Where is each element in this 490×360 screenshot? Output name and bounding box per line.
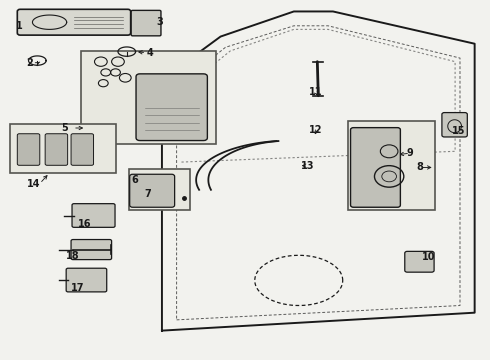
Text: 8: 8 <box>416 162 423 172</box>
Text: 6: 6 <box>132 175 139 185</box>
Text: 14: 14 <box>27 179 41 189</box>
FancyBboxPatch shape <box>17 9 131 35</box>
FancyBboxPatch shape <box>405 251 434 272</box>
Text: 2: 2 <box>26 58 33 68</box>
FancyBboxPatch shape <box>347 121 435 211</box>
FancyBboxPatch shape <box>71 134 94 165</box>
FancyBboxPatch shape <box>129 169 190 211</box>
FancyBboxPatch shape <box>131 10 161 36</box>
Text: 3: 3 <box>156 17 163 27</box>
FancyBboxPatch shape <box>442 113 467 137</box>
Text: 5: 5 <box>61 123 68 133</box>
Text: 7: 7 <box>144 189 150 199</box>
Text: 15: 15 <box>452 126 466 135</box>
FancyBboxPatch shape <box>45 134 68 165</box>
Text: 9: 9 <box>407 148 414 158</box>
FancyBboxPatch shape <box>17 134 40 165</box>
Text: 10: 10 <box>421 252 435 262</box>
Text: 4: 4 <box>147 48 153 58</box>
FancyBboxPatch shape <box>72 204 115 227</box>
Text: 11: 11 <box>309 87 322 97</box>
FancyBboxPatch shape <box>10 125 116 173</box>
FancyBboxPatch shape <box>130 174 174 207</box>
FancyBboxPatch shape <box>81 51 216 144</box>
Text: 12: 12 <box>309 125 322 135</box>
Text: 16: 16 <box>78 219 92 229</box>
FancyBboxPatch shape <box>136 74 207 140</box>
FancyBboxPatch shape <box>66 268 107 292</box>
FancyBboxPatch shape <box>71 239 112 260</box>
FancyBboxPatch shape <box>350 128 400 207</box>
Text: 13: 13 <box>301 161 314 171</box>
Text: 18: 18 <box>66 251 80 261</box>
Text: 1: 1 <box>16 21 23 31</box>
Text: 17: 17 <box>71 283 85 293</box>
